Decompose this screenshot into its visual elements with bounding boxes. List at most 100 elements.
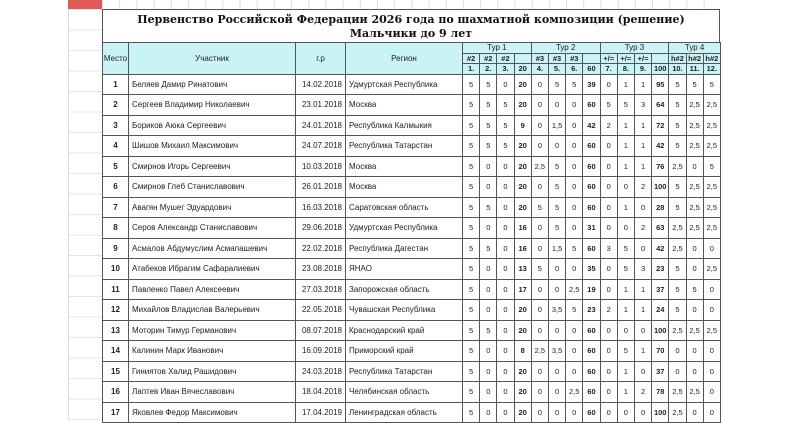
score-cell[interactable]: 0 [530, 217, 549, 239]
birth-date-cell[interactable]: 16.03.2018 [295, 196, 346, 218]
score-cell[interactable]: 5 [668, 299, 687, 321]
region-cell[interactable]: Челябинская область [345, 381, 463, 403]
score-cell[interactable]: 1 [616, 135, 635, 157]
place-cell[interactable]: 8 [102, 217, 129, 239]
score-cell[interactable]: 60 [582, 360, 601, 382]
score-cell[interactable]: 5 [461, 135, 481, 157]
score-cell[interactable]: 0 [547, 278, 567, 300]
score-cell[interactable]: 5 [461, 360, 481, 382]
score-cell[interactable]: 0 [479, 217, 498, 239]
score-cell[interactable]: 0 [496, 299, 515, 321]
score-cell[interactable]: 0 [547, 258, 567, 280]
score-cell[interactable]: 0 [702, 401, 721, 423]
region-cell[interactable]: Краснодарский край [345, 319, 463, 341]
place-cell[interactable]: 4 [102, 135, 129, 157]
score-cell[interactable]: 5 [461, 73, 481, 95]
score-cell[interactable]: 0 [599, 401, 618, 423]
score-cell[interactable]: 2,5 [668, 155, 687, 177]
score-cell[interactable]: 0 [616, 401, 635, 423]
score-cell[interactable]: 23 [582, 299, 601, 321]
score-cell[interactable]: 42 [651, 135, 670, 157]
birth-date-cell[interactable]: 26.01.2018 [295, 176, 346, 198]
score-cell[interactable]: 5 [461, 114, 481, 136]
score-cell[interactable]: 5 [479, 114, 498, 136]
table-row[interactable]: 14 Калинин Марк Иванович 16.09.2018 Прим… [102, 340, 721, 362]
score-cell[interactable]: 0 [599, 217, 618, 239]
table-row[interactable]: 1 Беляев Дамир Ринатович 14.02.2018 Удму… [102, 73, 721, 95]
score-cell[interactable]: 5 [461, 217, 481, 239]
birth-date-cell[interactable]: 23.08.2018 [295, 258, 346, 280]
participant-cell[interactable]: Асмалов Абдумуслим Асмапашевич [128, 237, 296, 259]
table-row[interactable]: 12 Михайлов Владислав Валерьевич 22.05.2… [102, 299, 721, 321]
score-cell[interactable]: 16 [513, 217, 532, 239]
score-cell[interactable]: 42 [582, 114, 601, 136]
score-cell[interactable]: 0 [547, 135, 567, 157]
score-cell[interactable]: 5 [565, 299, 584, 321]
score-cell[interactable]: 0 [547, 94, 567, 116]
birth-date-cell[interactable]: 10.03.2018 [295, 155, 346, 177]
score-cell[interactable]: 0 [530, 94, 549, 116]
score-cell[interactable]: 0 [496, 278, 515, 300]
region-cell[interactable]: Удмуртская Республика [345, 73, 463, 95]
score-cell[interactable]: 0 [479, 176, 498, 198]
score-cell[interactable]: 0 [565, 135, 584, 157]
score-cell[interactable]: 1 [616, 278, 635, 300]
score-cell[interactable]: 16 [513, 237, 532, 259]
score-cell[interactable]: 1 [616, 73, 635, 95]
participant-cell[interactable]: Атабеков Ибрагим Сафаралиевич [128, 258, 296, 280]
table-row[interactable]: 6 Смирнов Глеб Станиславович 26.01.2018 … [102, 176, 721, 198]
score-cell[interactable]: 23 [651, 258, 670, 280]
score-cell[interactable]: 35 [582, 258, 601, 280]
score-cell[interactable]: 0 [496, 401, 515, 423]
score-cell[interactable]: 72 [651, 114, 670, 136]
region-cell[interactable]: Республика Калмыкия [345, 114, 463, 136]
score-cell[interactable]: 5 [461, 401, 481, 423]
score-cell[interactable]: 0 [530, 299, 549, 321]
score-cell[interactable]: 3 [633, 258, 653, 280]
score-cell[interactable]: 20 [513, 381, 532, 403]
score-cell[interactable]: 0 [530, 73, 549, 95]
score-cell[interactable]: 0 [633, 360, 653, 382]
score-cell[interactable]: 5 [461, 155, 481, 177]
score-cell[interactable]: 76 [651, 155, 670, 177]
score-cell[interactable]: 0 [496, 237, 515, 259]
place-cell[interactable]: 6 [102, 176, 129, 198]
birth-date-cell[interactable]: 27.03.2018 [295, 278, 346, 300]
score-cell[interactable]: 5 [668, 135, 687, 157]
score-cell[interactable]: 78 [651, 381, 670, 403]
score-cell[interactable]: 60 [582, 135, 601, 157]
score-cell[interactable]: 60 [582, 155, 601, 177]
score-cell[interactable]: 0 [702, 278, 721, 300]
score-cell[interactable]: 2,5 [702, 114, 721, 136]
score-cell[interactable]: 0 [496, 196, 515, 218]
score-cell[interactable]: 0 [479, 340, 498, 362]
participant-cell[interactable]: Павленко Павел Алексеевич [128, 278, 296, 300]
score-cell[interactable]: 5 [530, 196, 549, 218]
table-row[interactable]: 13 Моторин Тимур Германович 08.07.2018 К… [102, 319, 721, 341]
score-cell[interactable]: 5 [547, 176, 567, 198]
birth-date-cell[interactable]: 16.09.2018 [295, 340, 346, 362]
place-cell[interactable]: 13 [102, 319, 129, 341]
score-cell[interactable]: 5 [668, 176, 687, 198]
region-cell[interactable]: Республика Дагестан [345, 237, 463, 259]
score-cell[interactable]: 60 [582, 176, 601, 198]
score-cell[interactable]: 1 [633, 299, 653, 321]
score-cell[interactable]: 0 [530, 114, 549, 136]
score-cell[interactable]: 3,5 [547, 299, 567, 321]
score-cell[interactable]: 0 [668, 360, 687, 382]
score-cell[interactable]: 2,5 [565, 278, 584, 300]
score-cell[interactable]: 0 [496, 73, 515, 95]
birth-date-cell[interactable]: 24.07.2018 [295, 135, 346, 157]
score-cell[interactable]: 5 [461, 237, 481, 259]
score-cell[interactable]: 5 [496, 114, 515, 136]
place-cell[interactable]: 3 [102, 114, 129, 136]
score-cell[interactable]: 0 [616, 176, 635, 198]
region-cell[interactable]: Республика Татарстан [345, 135, 463, 157]
score-cell[interactable]: 20 [513, 360, 532, 382]
table-row[interactable]: 8 Серов Александр Станиславович 29.06.20… [102, 217, 721, 239]
score-cell[interactable]: 20 [513, 135, 532, 157]
score-cell[interactable]: 0 [685, 237, 704, 259]
place-cell[interactable]: 15 [102, 360, 129, 382]
score-cell[interactable]: 0 [633, 319, 653, 341]
region-cell[interactable]: Республика Татарстан [345, 360, 463, 382]
